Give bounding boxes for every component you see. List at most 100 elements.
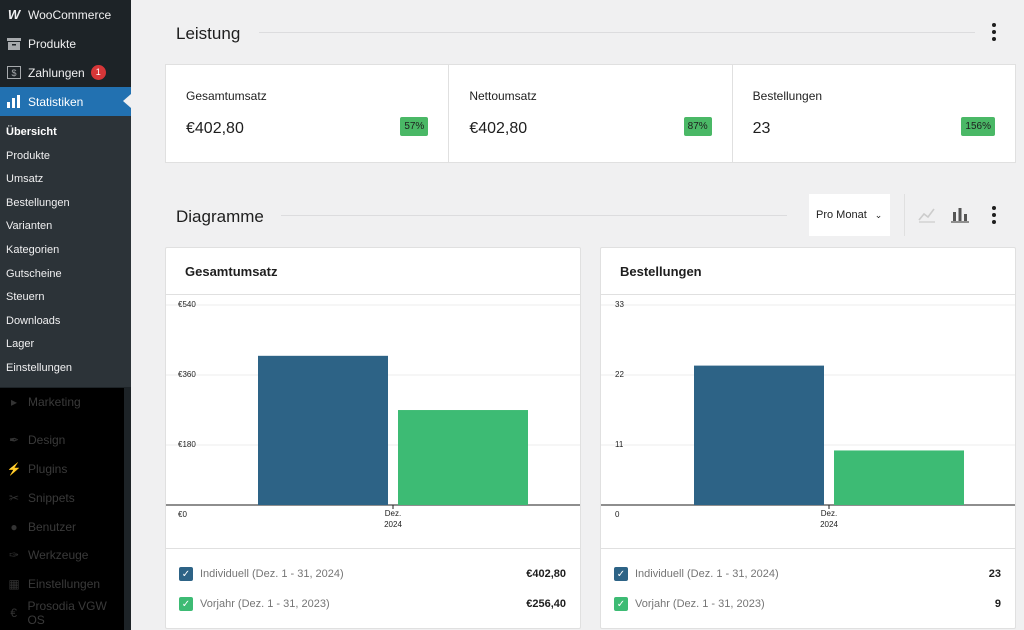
- section-divider: [259, 32, 975, 33]
- chart-card-gesamtumsatz: Gesamtumsatz €540 €360 €180 €0 Dez. 2024…: [165, 247, 581, 629]
- submenu-einstellungen[interactable]: Einstellungen: [6, 361, 73, 374]
- submenu-gutscheine[interactable]: Gutscheine: [6, 267, 62, 280]
- performance-menu-icon[interactable]: [984, 22, 1004, 42]
- menu-woocommerce[interactable]: W WooCommerce: [0, 0, 131, 29]
- menu-design[interactable]: ✒ Design: [0, 426, 124, 455]
- legend-label: Individuell (Dez. 1 - 31, 2024): [635, 568, 779, 580]
- chevron-down-icon: ⌄: [874, 209, 883, 220]
- summary-card-gesamtumsatz[interactable]: Gesamtumsatz €402,80 57%: [166, 65, 450, 162]
- bar-chart-icon: [6, 94, 22, 110]
- menu-werkzeuge[interactable]: ✑ Werkzeuge: [0, 541, 124, 570]
- legend-label: Vorjahr (Dez. 1 - 31, 2023): [200, 598, 330, 610]
- euro-icon: €: [10, 605, 18, 620]
- summary-card-bestellungen[interactable]: Bestellungen 23 156%: [733, 65, 1015, 162]
- charts-menu-icon[interactable]: [984, 205, 1004, 225]
- menu-label: Prosodia VGW OS: [27, 598, 107, 627]
- sidebar-lower-menu: ▸ Marketing ✒ Design ⚡ Plugins ✂ Snippets ● B…: [0, 388, 124, 630]
- legend-total: 23: [988, 568, 1001, 580]
- chart-legend: ✓ Individuell (Dez. 1 - 31, 2024) €402,8…: [166, 548, 580, 619]
- delta-badge: 57%: [400, 117, 429, 136]
- menu-einstellungen[interactable]: ▦ Einstellungen: [0, 570, 124, 599]
- notification-badge: 1: [90, 65, 106, 80]
- wrench-icon: ✑: [8, 548, 20, 563]
- plugin-icon: ⚡: [6, 461, 22, 476]
- chart-header-divider: [166, 294, 580, 295]
- toolbar-divider: [904, 194, 905, 236]
- delta-badge: 87%: [683, 117, 712, 136]
- interval-select[interactable]: Pro Monat ⌄: [809, 194, 890, 236]
- menu-label: Zahlungen: [28, 65, 85, 80]
- main-content: Leistung Gesamtumsatz €402,80 57% Nettou…: [131, 0, 1024, 630]
- menu-label: Plugins: [28, 461, 68, 476]
- y-tick-label: 11: [615, 440, 624, 449]
- menu-label: Produkte: [28, 36, 77, 51]
- submenu-umsatz[interactable]: Umsatz: [6, 173, 44, 186]
- legend-item-previous[interactable]: ✓ Vorjahr (Dez. 1 - 31, 2023) €256,40: [166, 589, 580, 619]
- menu-benutzer[interactable]: ● Benutzer: [0, 512, 124, 541]
- delta-badge: 156%: [961, 117, 995, 136]
- legend-label: Individuell (Dez. 1 - 31, 2024): [200, 568, 344, 580]
- menu-marketing[interactable]: ▸ Marketing: [0, 388, 124, 417]
- submenu-steuern[interactable]: Steuern: [6, 291, 45, 304]
- x-tick-label: 2024: [820, 520, 838, 529]
- legend-total: €256,40: [526, 598, 566, 610]
- section-divider: [281, 215, 787, 216]
- submenu-varianten[interactable]: Varianten: [6, 220, 53, 233]
- menu-statistiken[interactable]: Statistiken: [0, 87, 131, 116]
- menu-snippets[interactable]: ✂ Snippets: [0, 483, 124, 512]
- woocommerce-icon: W: [7, 7, 21, 22]
- submenu-kategorien[interactable]: Kategorien: [6, 243, 60, 256]
- bar-chart-gesamtumsatz: €540 €360 €180 €0 Dez. 2024: [166, 300, 580, 529]
- menu-label: Snippets: [28, 490, 75, 505]
- submenu-lager[interactable]: Lager: [6, 338, 35, 351]
- submenu-bestellungen[interactable]: Bestellungen: [6, 196, 70, 209]
- line-chart-icon[interactable]: [918, 205, 936, 223]
- bar-current: [258, 355, 388, 505]
- x-tick-label: Dez.: [385, 509, 401, 518]
- summary-value: €402,80: [469, 120, 528, 137]
- menu-prosodia[interactable]: € Prosodia VGW OS: [0, 599, 124, 628]
- y-tick-label: €540: [178, 300, 196, 309]
- payment-icon: $: [6, 65, 22, 81]
- legend-total: 9: [994, 598, 1001, 610]
- y-tick-label: 33: [615, 300, 624, 309]
- menu-label: Marketing: [28, 395, 81, 410]
- checkbox-checked-icon[interactable]: ✓: [614, 567, 628, 581]
- checkbox-checked-icon[interactable]: ✓: [614, 597, 628, 611]
- admin-sidebar: W WooCommerce Produkte $ Zahlungen 1 Sta…: [0, 0, 131, 630]
- menu-label: Statistiken: [28, 94, 84, 109]
- paintbrush-icon: ✒: [8, 433, 20, 448]
- legend-total: €402,80: [526, 568, 566, 580]
- chart-header-divider: [601, 294, 1015, 295]
- chart-legend: ✓ Individuell (Dez. 1 - 31, 2024) 23 ✓ V…: [601, 548, 1015, 619]
- bar-current: [694, 365, 824, 505]
- x-tick-label: 2024: [384, 520, 402, 529]
- submenu-uebersicht[interactable]: Übersicht: [6, 126, 57, 138]
- y-tick-label: €180: [178, 440, 196, 449]
- submenu-produkte[interactable]: Produkte: [6, 149, 51, 162]
- checkbox-checked-icon[interactable]: ✓: [179, 597, 193, 611]
- legend-label: Vorjahr (Dez. 1 - 31, 2023): [635, 598, 765, 610]
- chart-title: Bestellungen: [620, 264, 702, 279]
- menu-label: Benutzer: [28, 519, 77, 534]
- chart-card-bestellungen: Bestellungen 33 22 11 0 Dez. 2024 ✓ Indi…: [600, 247, 1016, 629]
- summary-label: Gesamtumsatz: [186, 89, 267, 103]
- menu-zahlungen[interactable]: $ Zahlungen 1: [0, 58, 131, 87]
- menu-label: WooCommerce: [28, 7, 112, 22]
- menu-plugins[interactable]: ⚡ Plugins: [0, 455, 124, 484]
- y-tick-label: €0: [178, 510, 187, 519]
- performance-summary: Gesamtumsatz €402,80 57% Nettoumsatz €40…: [165, 64, 1016, 163]
- legend-item-current[interactable]: ✓ Individuell (Dez. 1 - 31, 2024) 23: [601, 559, 1015, 589]
- interval-select-value: Pro Monat: [816, 209, 867, 221]
- submenu-downloads[interactable]: Downloads: [6, 314, 61, 327]
- bar-chart-icon[interactable]: [951, 205, 969, 223]
- checkbox-checked-icon[interactable]: ✓: [179, 567, 193, 581]
- legend-item-previous[interactable]: ✓ Vorjahr (Dez. 1 - 31, 2023) 9: [601, 589, 1015, 619]
- scissors-icon: ✂: [8, 490, 20, 505]
- summary-value: 23: [752, 120, 771, 137]
- megaphone-icon: ▸: [10, 395, 18, 410]
- summary-card-nettoumsatz[interactable]: Nettoumsatz €402,80 87%: [449, 65, 733, 162]
- summary-value: €402,80: [186, 120, 244, 137]
- menu-produkte[interactable]: Produkte: [0, 29, 131, 58]
- legend-item-current[interactable]: ✓ Individuell (Dez. 1 - 31, 2024) €402,8…: [166, 559, 580, 589]
